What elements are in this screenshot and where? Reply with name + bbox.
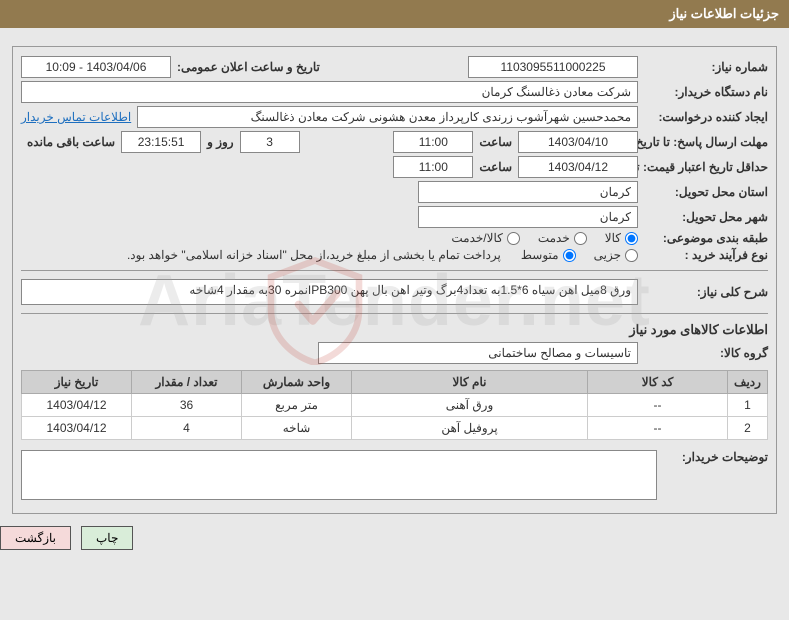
radio-motevaset-label: متوسط (521, 248, 559, 262)
buyer-org-label: نام دستگاه خریدار: (638, 85, 768, 99)
table-header-row: ردیف کد کالا نام کالا واحد شمارش تعداد /… (22, 371, 768, 394)
radio-motevaset-input[interactable] (563, 249, 576, 262)
buyer-contact-link[interactable]: اطلاعات تماس خریدار (21, 110, 137, 124)
validity-time: 11:00 (393, 156, 473, 178)
announce-label: تاریخ و ساعت اعلان عمومی: (171, 60, 326, 74)
cell-code: -- (588, 417, 728, 440)
province-value: کرمان (418, 181, 638, 203)
cell-code: -- (588, 394, 728, 417)
announce-value: 1403/04/06 - 10:09 (21, 56, 171, 78)
cell-unit: شاخه (242, 417, 352, 440)
countdown-value: 23:15:51 (121, 131, 201, 153)
cell-qty: 4 (132, 417, 242, 440)
radio-kala-khadamat-label: کالا/خدمت (451, 231, 502, 245)
requester-label: ایجاد کننده درخواست: (638, 110, 768, 124)
divider-1 (21, 270, 768, 271)
th-unit: واحد شمارش (242, 371, 352, 394)
deadline-date: 1403/04/10 (518, 131, 638, 153)
cell-row: 1 (728, 394, 768, 417)
table-row: 2--پروفیل آهنشاخه41403/04/12 (22, 417, 768, 440)
category-label: طبقه بندی موضوعی: (638, 231, 768, 245)
requester-value: محمدحسین شهرآشوب زرندی کارپرداز معدن هشو… (137, 106, 638, 128)
buyer-notes-value (21, 450, 657, 500)
divider-2 (21, 313, 768, 314)
need-no-value: 1103095511000225 (468, 56, 638, 78)
th-code: کد کالا (588, 371, 728, 394)
cell-need_date: 1403/04/12 (22, 394, 132, 417)
main-panel: شماره نیاز: 1103095511000225 تاریخ و ساع… (12, 46, 777, 514)
radio-motevaset[interactable]: متوسط (521, 248, 576, 262)
th-name: نام کالا (352, 371, 588, 394)
table-row: 1--ورق آهنیمتر مربع361403/04/12 (22, 394, 768, 417)
cell-need_date: 1403/04/12 (22, 417, 132, 440)
radio-khadamat-input[interactable] (574, 232, 587, 245)
deadline-label: مهلت ارسال پاسخ: تا تاریخ: (638, 135, 768, 149)
radio-jozi-input[interactable] (625, 249, 638, 262)
radio-jozi[interactable]: جزیی (594, 248, 638, 262)
group-label: گروه کالا: (638, 346, 768, 360)
cell-name: ورق آهنی (352, 394, 588, 417)
city-label: شهر محل تحویل: (638, 210, 768, 224)
cell-row: 2 (728, 417, 768, 440)
radio-kala-label: کالا (605, 231, 621, 245)
goods-section-title: اطلاعات کالاهای مورد نیاز (21, 322, 768, 338)
desc-label: شرح کلی نیاز: (638, 285, 768, 299)
action-bar: چاپ بازگشت (0, 526, 769, 550)
province-label: استان محل تحویل: (638, 185, 768, 199)
group-value: تاسیسات و مصالح ساختمانی (318, 342, 638, 364)
time-label-1: ساعت (473, 135, 518, 149)
remain-label: ساعت باقی مانده (21, 135, 121, 149)
buyer-notes-label: توضیحات خریدار: (657, 450, 768, 464)
need-no-label: شماره نیاز: (638, 60, 768, 74)
radio-kala[interactable]: کالا (605, 231, 638, 245)
th-row: ردیف (728, 371, 768, 394)
deadline-time: 11:00 (393, 131, 473, 153)
category-radio-group: کالا خدمت کالا/خدمت (451, 231, 638, 245)
th-qty: تعداد / مقدار (132, 371, 242, 394)
validity-date: 1403/04/12 (518, 156, 638, 178)
cell-qty: 36 (132, 394, 242, 417)
radio-kala-input[interactable] (625, 232, 638, 245)
radio-kala-khadamat-input[interactable] (507, 232, 520, 245)
radio-jozi-label: جزیی (594, 248, 621, 262)
radio-khadamat[interactable]: خدمت (538, 231, 587, 245)
days-value: 3 (240, 131, 300, 153)
goods-table: ردیف کد کالا نام کالا واحد شمارش تعداد /… (21, 370, 768, 440)
back-button[interactable]: بازگشت (0, 526, 71, 550)
purchase-type-label: نوع فرآیند خرید : (638, 248, 768, 262)
page-title: جزئیات اطلاعات نیاز (0, 0, 789, 28)
cell-name: پروفیل آهن (352, 417, 588, 440)
radio-kala-khadamat[interactable]: کالا/خدمت (451, 231, 519, 245)
cell-unit: متر مربع (242, 394, 352, 417)
validity-label: حداقل تاریخ اعتبار قیمت: تا تاریخ: (638, 160, 768, 174)
days-and-label: روز و (201, 135, 240, 149)
time-label-2: ساعت (473, 160, 518, 174)
desc-value: ورق 8میل اهن سیاه 6*1.5به تعداد4برگ وتیر… (21, 279, 638, 305)
print-button[interactable]: چاپ (81, 526, 133, 550)
purchase-type-radio-group: جزیی متوسط (521, 248, 638, 262)
radio-khadamat-label: خدمت (538, 231, 570, 245)
th-date: تاریخ نیاز (22, 371, 132, 394)
city-value: کرمان (418, 206, 638, 228)
payment-note: پرداخت تمام یا بخشی از مبلغ خرید،از محل … (127, 248, 521, 262)
buyer-org-value: شرکت معادن ذغالسنگ کرمان (21, 81, 638, 103)
